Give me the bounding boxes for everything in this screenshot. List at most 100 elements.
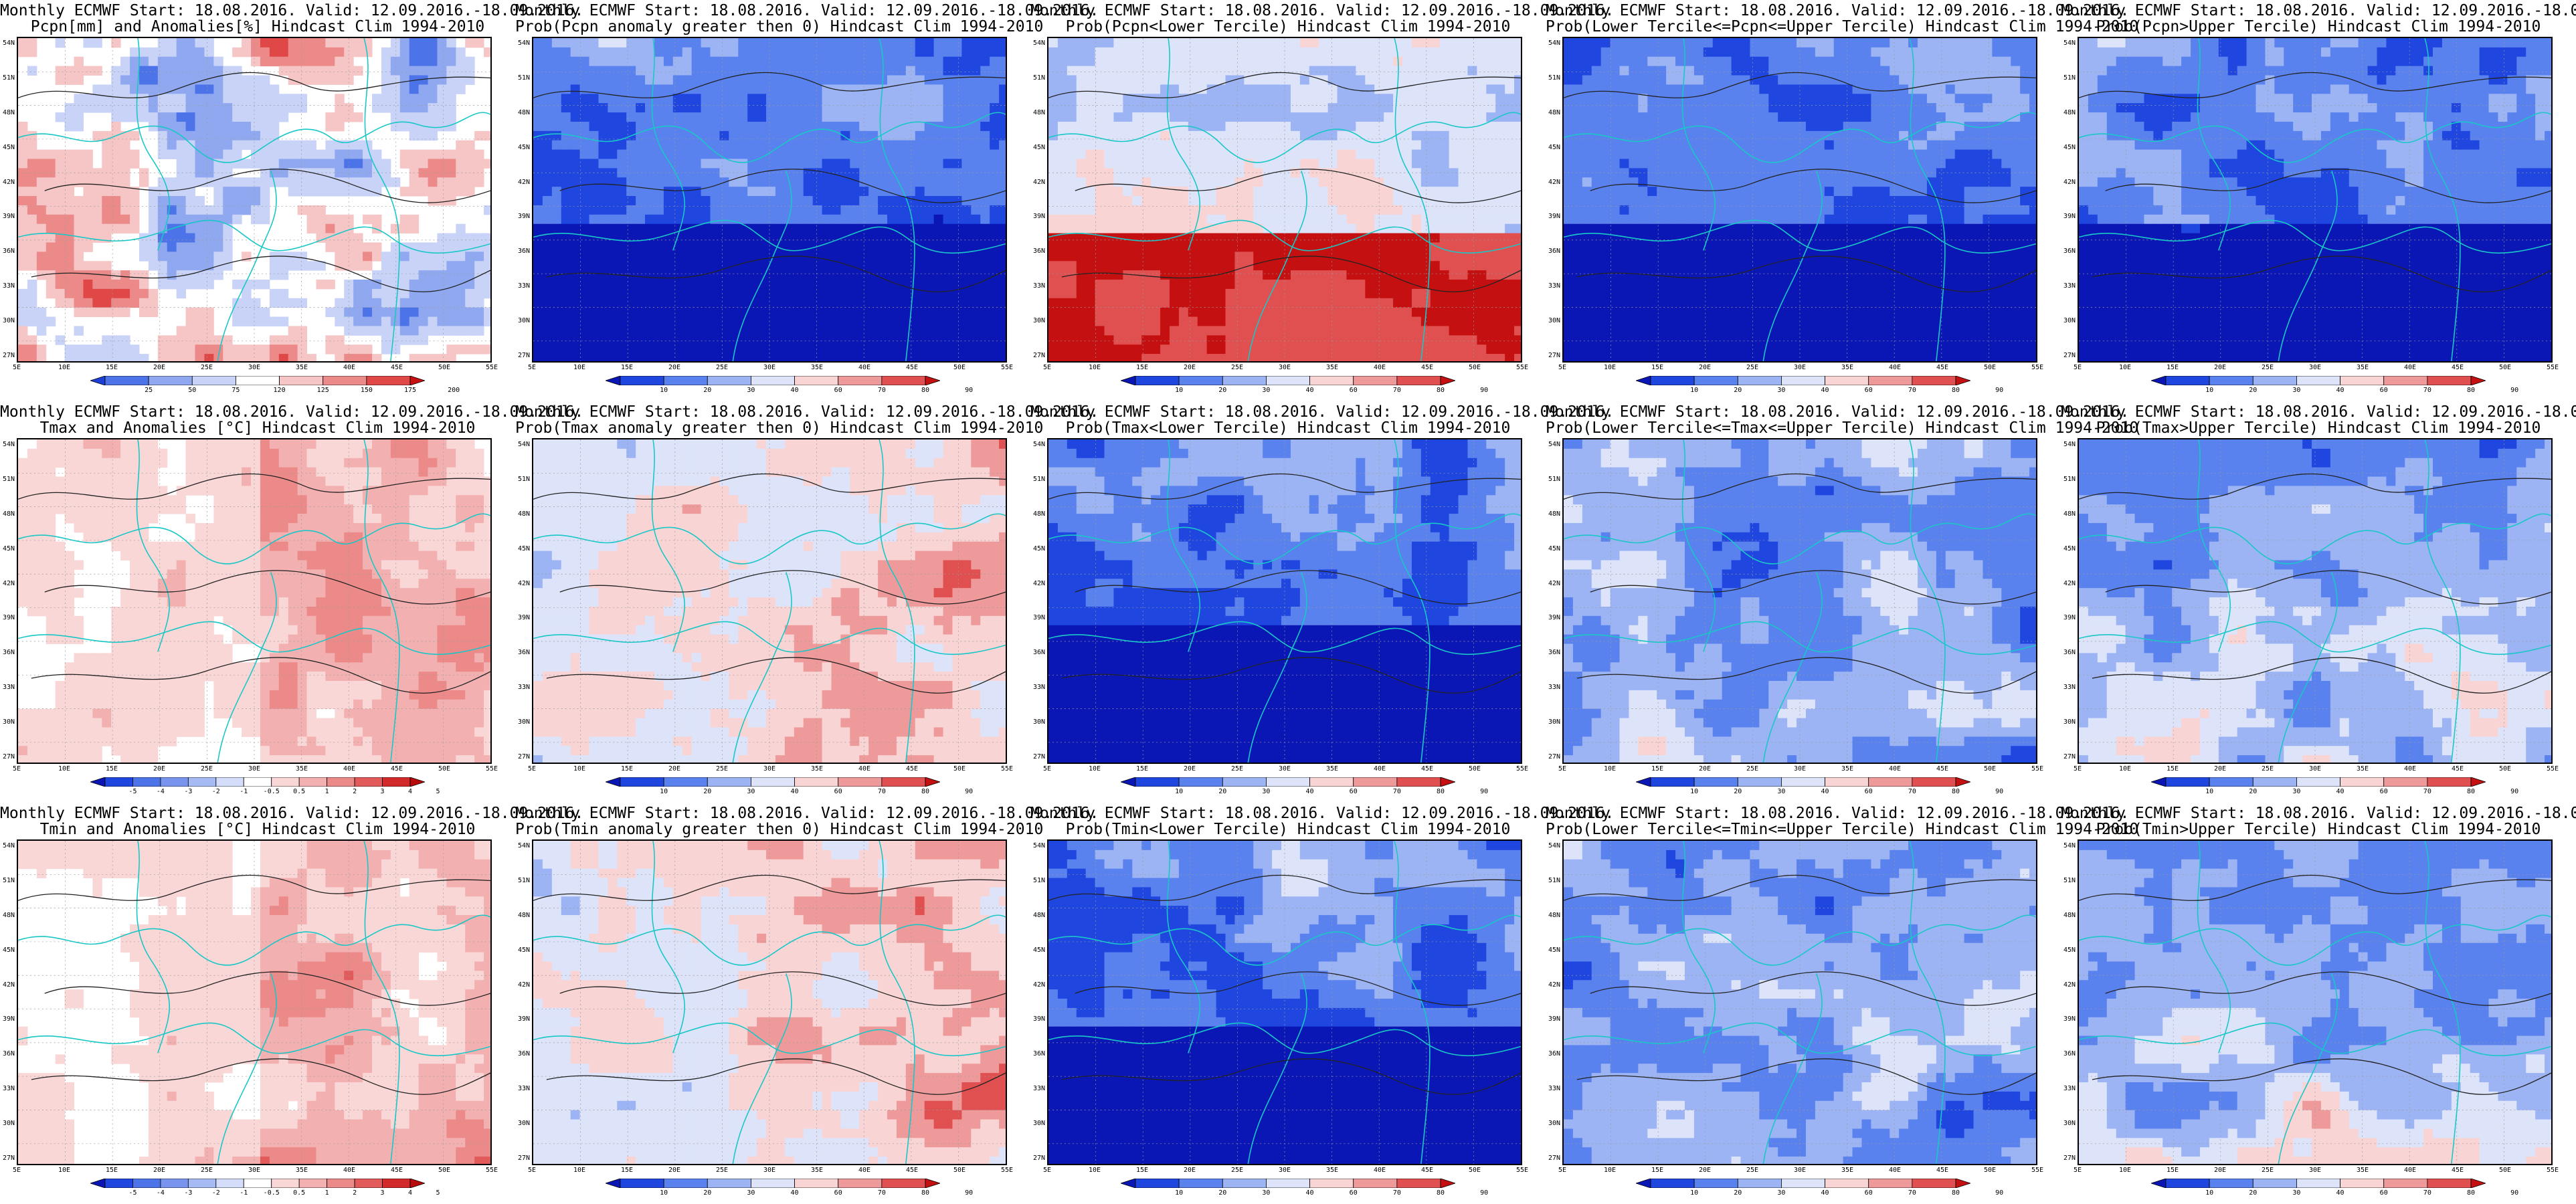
- field-cell: [36, 149, 47, 160]
- field-cell: [933, 56, 944, 67]
- field-cell: [1104, 261, 1114, 271]
- field-cell: [148, 298, 159, 308]
- field-cell: [1234, 335, 1245, 345]
- field-cell: [1085, 335, 1096, 345]
- colorbar-tick-label: 175: [404, 387, 416, 394]
- field-cell: [335, 223, 345, 234]
- field-cell: [1458, 84, 1468, 94]
- field-cell: [1318, 298, 1329, 308]
- field-cell: [896, 196, 907, 206]
- field-cell: [896, 149, 907, 160]
- field-cell: [533, 335, 543, 345]
- field-cell: [840, 75, 850, 85]
- field-cell: [1151, 288, 1161, 299]
- field-cell: [1104, 130, 1114, 141]
- field-cell: [971, 38, 981, 48]
- field-cell: [999, 261, 1006, 271]
- field-cell: [1244, 112, 1254, 122]
- field-cell: [1356, 214, 1366, 225]
- field-cell: [803, 205, 814, 215]
- field-cell: [710, 214, 720, 225]
- field-cell: [766, 112, 776, 122]
- field-cell: [859, 75, 869, 85]
- field-cell: [18, 298, 28, 308]
- field-cell: [1514, 298, 1521, 308]
- contour-line: [1061, 256, 1521, 292]
- field-cell: [719, 335, 729, 345]
- field-cell: [654, 177, 664, 187]
- field-cell: [1085, 288, 1096, 299]
- field-cell: [579, 38, 590, 48]
- field-cell: [1076, 316, 1087, 326]
- field-cell: [428, 261, 438, 271]
- field-cell: [990, 187, 1000, 197]
- field-cell: [738, 205, 748, 215]
- field-cell: [831, 326, 841, 336]
- field-cell: [915, 38, 925, 48]
- field-cell: [952, 121, 962, 132]
- field-cell: [213, 344, 223, 355]
- field-cell: [561, 66, 571, 76]
- field-cell: [1169, 66, 1180, 76]
- field-cell: [1104, 159, 1114, 169]
- field-cell: [682, 130, 693, 141]
- field-cell: [167, 335, 177, 345]
- field-cell: [1132, 307, 1142, 318]
- field-cell: [551, 66, 562, 76]
- field-cell: [437, 196, 447, 206]
- field-cell: [1141, 316, 1152, 326]
- contour-line: [18, 72, 490, 98]
- field-cell: [1486, 94, 1496, 104]
- field-cell: [1486, 223, 1496, 234]
- field-cell: [437, 326, 447, 336]
- field-cell: [626, 66, 636, 76]
- field-cell: [74, 261, 84, 271]
- field-cell: [1067, 252, 1077, 262]
- field-cell: [1402, 252, 1412, 262]
- field-cell: [822, 66, 832, 76]
- field-cell: [1057, 84, 1068, 94]
- field-cell: [1467, 159, 1477, 169]
- field-cell: [335, 233, 345, 243]
- field-cell: [589, 121, 599, 132]
- field-cell: [1346, 47, 1356, 58]
- field-cell: [335, 298, 345, 308]
- field-cell: [1365, 130, 1375, 141]
- field-cell: [130, 214, 140, 225]
- field-cell: [905, 233, 916, 243]
- field-cell: [428, 38, 438, 48]
- field-cell: [428, 56, 438, 67]
- field-cell: [710, 242, 720, 252]
- field-cell: [766, 159, 776, 169]
- field-cell: [1169, 344, 1180, 355]
- field-cell: [92, 344, 102, 355]
- field-cell: [710, 94, 720, 104]
- field-cell: [1141, 242, 1152, 252]
- field-cell: [1272, 75, 1282, 85]
- field-cell: [418, 66, 429, 76]
- colorbar-swatch: [191, 376, 236, 385]
- field-cell: [1104, 84, 1114, 94]
- field-cell: [1365, 159, 1375, 169]
- field-cell: [1356, 84, 1366, 94]
- field-cell: [1495, 56, 1505, 67]
- field-cell: [803, 130, 814, 141]
- field-cell: [896, 112, 907, 122]
- field-cell: [306, 223, 316, 234]
- field-cell: [719, 205, 729, 215]
- field-cell: [111, 121, 121, 132]
- field-cell: [120, 223, 130, 234]
- field-cell: [710, 326, 720, 336]
- field-cell: [465, 56, 475, 67]
- field-cell: [1318, 84, 1329, 94]
- field-cell: [1225, 38, 1235, 48]
- field-cell: [784, 56, 795, 67]
- field-cell: [157, 130, 168, 141]
- field-cell: [288, 261, 298, 271]
- field-cell: [1216, 56, 1226, 67]
- field-cell: [437, 252, 447, 262]
- field-cell: [868, 252, 879, 262]
- field-cell: [719, 47, 729, 58]
- field-cell: [1085, 103, 1096, 113]
- field-cell: [663, 168, 674, 178]
